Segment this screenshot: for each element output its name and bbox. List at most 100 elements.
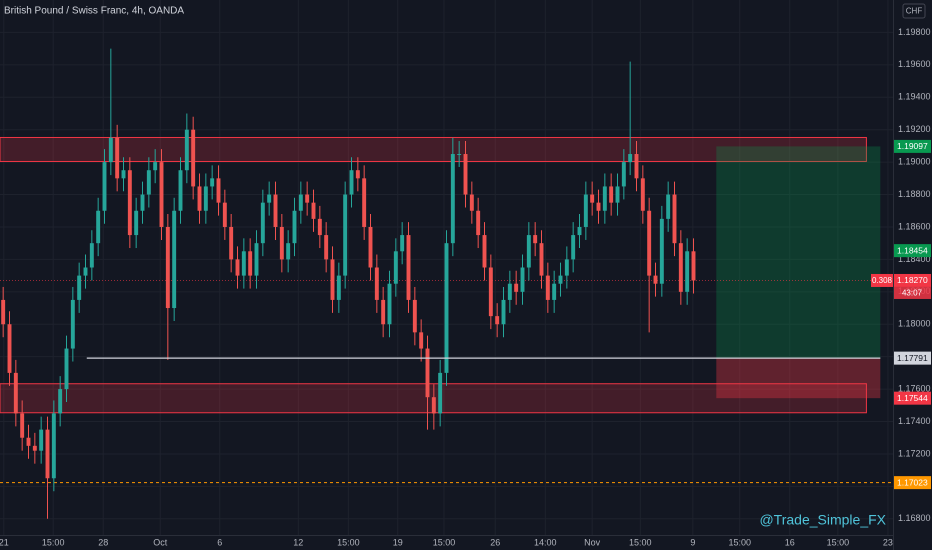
candle-body	[298, 194, 303, 211]
x-tick-label: 12	[293, 537, 303, 547]
candle-body	[58, 389, 63, 414]
candle-body	[241, 251, 246, 276]
x-tick-label: 15:00	[42, 537, 65, 547]
candle-body	[77, 275, 82, 300]
candle-body	[457, 154, 462, 156]
x-tick-label: 21	[0, 537, 9, 547]
candle-body	[463, 154, 468, 195]
candle-body	[381, 299, 386, 325]
candle-body	[419, 332, 424, 349]
candle-body	[248, 251, 253, 276]
y-tick-label: 1.19600	[898, 59, 931, 69]
candle-body	[165, 226, 170, 309]
countdown: 43:07	[902, 289, 923, 298]
price-label-box	[894, 244, 931, 258]
candle-body	[552, 283, 557, 300]
y-tick-label: 1.18600	[898, 221, 931, 231]
candle-body	[672, 194, 677, 244]
y-tick-label: 1.18400	[898, 254, 931, 264]
candle-body	[476, 210, 481, 236]
candle-body	[222, 202, 227, 227]
price-label: 1.17791	[897, 353, 928, 363]
x-tick-label: 16	[785, 537, 795, 547]
plot	[0, 48, 893, 519]
price-label-box	[894, 391, 931, 405]
x-tick-label: 23	[883, 537, 893, 547]
candle-body	[640, 178, 645, 211]
candle-body	[254, 243, 259, 276]
candle-body	[520, 267, 525, 292]
price-label: 1.17544	[897, 393, 928, 403]
candle-body	[685, 251, 690, 292]
y-tick-label: 1.17400	[898, 416, 931, 426]
chart-title: British Pound / Swiss Franc, 4h, OANDA	[4, 6, 184, 17]
candle-body	[1, 299, 6, 325]
candle-body	[51, 413, 56, 479]
candle-body	[564, 259, 569, 276]
candle-body	[583, 194, 588, 227]
x-tick-label: 9	[690, 537, 695, 547]
x-tick-label: 26	[490, 537, 500, 547]
x-tick-label: 15:00	[728, 537, 751, 547]
candle-body	[20, 413, 25, 438]
candle-body	[267, 194, 272, 203]
x-tick-label: 15:00	[629, 537, 652, 547]
candle-body	[96, 210, 101, 244]
candle-body	[26, 437, 31, 446]
y-tick-label: 1.19000	[898, 156, 931, 166]
x-tick-label: 15:00	[337, 537, 360, 547]
candle-body	[590, 194, 595, 203]
x-tick-label: Oct	[153, 537, 168, 547]
candle-body	[216, 178, 221, 203]
candle-body	[311, 202, 316, 219]
candle-body	[32, 445, 37, 451]
candle-body	[425, 348, 430, 398]
change-box	[871, 273, 893, 287]
candle-body	[647, 210, 652, 276]
candle-body	[159, 162, 164, 227]
x-tick-label: 15:00	[827, 537, 850, 547]
zone	[0, 136, 867, 162]
candle-body	[678, 243, 683, 292]
candle-body	[628, 154, 633, 163]
candle-body	[653, 275, 658, 284]
candle-body	[406, 235, 411, 300]
candle-body	[146, 170, 151, 195]
candle-body	[609, 186, 614, 203]
candle-body	[324, 235, 329, 260]
candle-body	[343, 194, 348, 276]
currency-box[interactable]	[902, 3, 926, 19]
price-label-box	[894, 139, 931, 153]
candle-body	[210, 178, 215, 187]
candle-body	[602, 186, 607, 211]
candle-body	[691, 251, 696, 281]
x-tick-label: 19	[393, 537, 403, 547]
candle-body	[330, 259, 335, 300]
x-tick-label: 6	[217, 537, 222, 547]
candle-body	[134, 210, 139, 236]
candle-body	[482, 235, 487, 268]
candle-body	[279, 226, 284, 260]
x-tick-label: 28	[98, 537, 108, 547]
candle-body	[203, 186, 208, 211]
candle-body	[89, 243, 94, 268]
candle-body	[45, 429, 50, 479]
candle-body	[514, 283, 519, 292]
candle-body	[305, 194, 310, 203]
currency[interactable]: CHF	[906, 7, 923, 16]
candle-body	[488, 267, 493, 317]
candle-body	[140, 194, 145, 211]
candle-body	[666, 194, 671, 219]
candle-body	[172, 210, 177, 309]
candle-body	[102, 162, 107, 211]
candle-body	[7, 324, 12, 373]
y-tick-label: 1.18000	[898, 319, 931, 329]
candle-body	[349, 170, 354, 195]
candle-body	[39, 429, 44, 451]
stop-box	[716, 358, 881, 399]
candle-body	[469, 194, 474, 211]
countdown-box	[894, 286, 931, 299]
candle-body	[634, 154, 639, 179]
